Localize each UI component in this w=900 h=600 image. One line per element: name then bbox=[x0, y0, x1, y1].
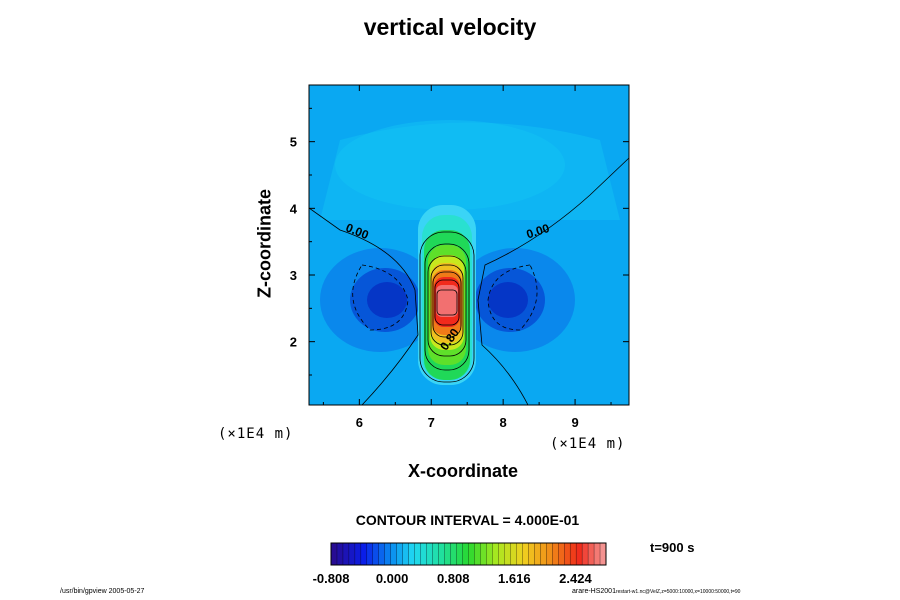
colorbar-swatch bbox=[408, 542, 416, 566]
colorbar-swatch bbox=[444, 542, 452, 566]
colorbar-swatch bbox=[593, 542, 601, 566]
colorbar-swatch bbox=[486, 542, 493, 566]
plot-frame bbox=[308, 84, 630, 406]
colorbar-swatch bbox=[510, 542, 517, 566]
colorbar-tick-label: 2.424 bbox=[559, 571, 592, 586]
y-tick-label: 2 bbox=[290, 335, 297, 350]
colorbar-swatch bbox=[402, 542, 410, 566]
colorbar-swatch bbox=[342, 542, 350, 566]
colorbar-swatch bbox=[528, 542, 535, 566]
y-tick-label: 3 bbox=[290, 268, 297, 283]
colorbar-swatch bbox=[498, 542, 505, 566]
colorbar-tick-label: -0.808 bbox=[313, 571, 350, 586]
x-tick-label: 8 bbox=[500, 415, 507, 430]
colorbar-swatch bbox=[462, 542, 469, 566]
colorbar-tick-label: 1.616 bbox=[498, 571, 531, 586]
colorbar-swatch bbox=[546, 542, 553, 566]
y-axis-label: Z-coordinate bbox=[254, 189, 275, 299]
colorbar-swatch bbox=[330, 542, 338, 566]
colorbar-swatch bbox=[420, 542, 428, 566]
colorbar-swatch bbox=[354, 542, 362, 566]
colorbar-swatch bbox=[558, 542, 565, 566]
x-tick-label: 6 bbox=[356, 415, 363, 430]
footer-source-sub: restart-w1.nc@VelZ,z=5000:10000,x=10000:… bbox=[615, 589, 741, 595]
contour-interval-label: CONTOUR INTERVAL = 4.000E-01 bbox=[355, 512, 580, 528]
colorbar-swatch bbox=[336, 542, 344, 566]
colorbar-swatch bbox=[516, 542, 523, 566]
colorbar-swatch bbox=[552, 542, 559, 566]
colorbar-swatch bbox=[492, 542, 499, 566]
contour-label: 0.00 bbox=[525, 221, 552, 242]
footer-command: /usr/bin/gpview 2005-05-27 bbox=[60, 588, 145, 595]
colorbar-swatch bbox=[360, 542, 368, 566]
colorbar-swatch bbox=[569, 542, 577, 566]
footer-source: arare-HS2001restart-w1.nc@VelZ,z=5000:10… bbox=[572, 588, 740, 595]
colorbar-swatch bbox=[468, 542, 475, 566]
colorbar-swatch bbox=[348, 542, 356, 566]
colorbar: -0.808 0.000 0.808 1.616 2.424 bbox=[313, 542, 607, 586]
colorbar-swatch bbox=[384, 542, 392, 566]
colorbar-swatch bbox=[522, 542, 529, 566]
contour-lines bbox=[309, 157, 629, 405]
colorbar-swatch bbox=[599, 542, 607, 566]
x-tick-label: 7 bbox=[428, 415, 435, 430]
x-axis-label: X-coordinate bbox=[408, 461, 519, 481]
colorbar-swatch bbox=[474, 542, 481, 566]
x-unit-label-left: (×1E4 m) bbox=[218, 426, 294, 442]
colorbar-swatch bbox=[414, 542, 422, 566]
colorbar-swatch bbox=[378, 542, 386, 566]
colorbar-swatch bbox=[426, 542, 434, 566]
colorbar-swatch bbox=[575, 542, 583, 566]
colorbar-swatch bbox=[581, 542, 589, 566]
footer-source-main: arare-HS2001 bbox=[572, 588, 616, 595]
time-label: t=900 s bbox=[650, 540, 695, 555]
field-layer bbox=[309, 85, 629, 405]
colorbar-swatch bbox=[432, 542, 440, 566]
colorbar-swatch bbox=[372, 542, 380, 566]
chart-title: vertical velocity bbox=[363, 14, 537, 40]
x-unit-label-right: (×1E4 m) bbox=[550, 436, 626, 452]
colorbar-swatch bbox=[534, 542, 541, 566]
colorbar-swatch bbox=[456, 542, 463, 566]
colorbar-swatch bbox=[390, 542, 398, 566]
colorbar-swatch bbox=[396, 542, 404, 566]
x-tick-label: 9 bbox=[571, 415, 578, 430]
colorbar-swatch bbox=[438, 542, 446, 566]
colorbar-frame bbox=[330, 542, 607, 566]
colorbar-swatch bbox=[480, 542, 487, 566]
colorbar-swatch bbox=[450, 542, 457, 566]
colorbar-tick-label: 0.000 bbox=[376, 571, 409, 586]
colorbar-swatch bbox=[540, 542, 547, 566]
y-tick-label: 5 bbox=[290, 135, 297, 150]
colorbar-swatch bbox=[564, 542, 571, 566]
colorbar-swatch bbox=[504, 542, 511, 566]
colorbar-tick-label: 0.808 bbox=[437, 571, 470, 586]
y-tick-label: 4 bbox=[290, 201, 298, 216]
colorbar-swatch bbox=[366, 542, 374, 566]
colorbar-swatch bbox=[587, 542, 595, 566]
